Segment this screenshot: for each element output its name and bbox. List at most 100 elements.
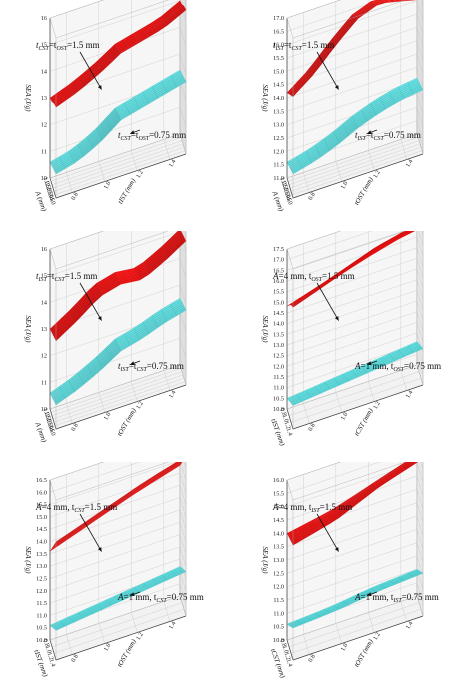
y-gridline (163, 0, 170, 160)
upper-patch (170, 0, 181, 11)
z-tick-label: 11.5 (273, 374, 284, 381)
z-tick-label: 15.0 (36, 514, 47, 521)
y-tick-label: 0.8 (307, 653, 317, 663)
z-tick-label: 14.0 (273, 321, 284, 328)
x-gridline (53, 462, 185, 654)
z-tick-label: 10.0 (273, 637, 284, 644)
upper-patch (412, 462, 415, 464)
y-tick-label: 1.4 (404, 620, 414, 630)
z-tick-label: 11.0 (273, 175, 284, 182)
z-tick-label: 13 (41, 95, 47, 102)
upper-patch (413, 231, 416, 232)
lower-arrowhead (367, 592, 372, 597)
y-gridline (131, 462, 138, 633)
x-gridline (286, 462, 418, 641)
surface-plot-5-svg: 10.0 10.5 11.0 11.5 12.0 12.5 13.0 13.5 14.0 14.5… (24, 462, 204, 678)
x-tick-label: 1.0 (280, 645, 289, 655)
z-tick-label: 16.5 (273, 28, 284, 35)
x-gridline (53, 231, 185, 423)
x-tick-label: 1.2 (282, 651, 291, 661)
y-gridline (368, 0, 375, 171)
lower-patch (170, 566, 182, 572)
x-tick-label: 2.0 (43, 414, 52, 424)
y-gridline (303, 12, 310, 193)
x-gridline (288, 462, 420, 647)
axes-frame (286, 462, 424, 661)
lower-arrowhead (130, 361, 135, 366)
y-gridline (163, 462, 170, 622)
frame-edge (286, 249, 424, 430)
z-tick-label: 11.5 (36, 600, 47, 607)
z-tick-label: 14.5 (273, 310, 284, 317)
lower-label: tIST=tCST=0.75 mm (355, 130, 421, 142)
frame-edge-top (55, 462, 169, 501)
z-axis-label: SEA (J/g) (261, 547, 269, 575)
z-tick-label: 13 (41, 326, 47, 333)
axes-walls (286, 462, 424, 661)
z-tick-label: 16.5 (273, 267, 284, 274)
upper-arrow (316, 51, 339, 90)
y-tick-label: 1.2 (372, 631, 382, 641)
x-tick-label: 1.4 (284, 658, 293, 668)
x-gridline (286, 0, 418, 179)
z-tick-label: 10.5 (273, 395, 284, 402)
upper-arrowhead (334, 85, 339, 90)
x-gridline (49, 462, 181, 641)
z-tick-label: 15 (41, 273, 47, 280)
z-tick-label: 16 (41, 15, 47, 22)
z-gridline (286, 0, 341, 19)
upper-surface (286, 462, 419, 546)
z-axis-label: SEA (J/g) (261, 316, 269, 344)
z-tick-label: 12.5 (273, 135, 284, 142)
z-tick-label: 13.0 (273, 342, 284, 349)
y-tick-label: 1.4 (167, 389, 177, 399)
z-tick-label: 11.5 (273, 162, 284, 169)
y-gridline (335, 232, 342, 413)
z-tick-label: 15.5 (273, 490, 284, 497)
frame-edge (49, 480, 187, 661)
axes-walls (286, 0, 424, 199)
upper-arrowhead (334, 316, 339, 321)
z-axis-label: SEA (J/g) (261, 85, 269, 113)
x-gridline (52, 231, 184, 420)
lower-surface (49, 69, 187, 175)
upper-surface (49, 0, 187, 108)
lower-patch (407, 569, 419, 574)
z-gridline (49, 231, 104, 250)
x-tick-label: 0.8 (278, 407, 287, 417)
z-tick-label: 12 (41, 122, 47, 129)
z-axis-label: SEA (J/g) (24, 316, 32, 344)
y-tick-label: 1.4 (404, 389, 414, 399)
z-tick-label: 13.0 (273, 557, 284, 564)
z-tick-label: 12.0 (273, 584, 284, 591)
y-gridline (368, 462, 375, 633)
z-tick-label: 16.0 (273, 477, 284, 484)
lower-arrowhead (367, 130, 372, 135)
x-gridline (50, 0, 182, 182)
lower-patch (407, 77, 418, 84)
frame-edge (49, 249, 187, 430)
lower-label: tIST=tCST=0.75 mm (118, 361, 184, 373)
x-tick-label: 2.0 (43, 183, 52, 193)
x-tick-label: 1.4 (284, 427, 293, 437)
x-tick-label: 1.5 (42, 410, 51, 420)
upper-patch (170, 464, 181, 472)
x-tick-label: 3.0 (282, 189, 291, 199)
axes-frame (49, 231, 187, 430)
z-tick-label: 13.0 (273, 122, 284, 129)
surface-plot-2: 11.0 11.5 12.0 12.5 13.0 13.5 14.0 14.5 15.0 15.5… (237, 0, 474, 231)
upper-surface (49, 231, 187, 342)
axes-frame (286, 0, 424, 199)
lower-surface (286, 341, 424, 406)
x-tick-label: 1.5 (42, 179, 51, 189)
x-tick-label: 2.5 (281, 186, 290, 196)
z-tick-label: 10 (41, 406, 47, 413)
upper-label: tCST=tOST=1.5 mm (36, 40, 100, 52)
z-tick-label: 12.0 (273, 363, 284, 370)
x-tick-label: 1.4 (47, 658, 56, 668)
y-tick-label: 1.2 (135, 631, 145, 641)
z-tick-label: 11 (41, 148, 47, 155)
surface-plot-1: 10 11 12 13 14 15 16 SEA (J/g) 1.0 1.5 2.0 2.5 3.0 3.… (0, 0, 237, 231)
y-gridline (98, 1, 105, 182)
